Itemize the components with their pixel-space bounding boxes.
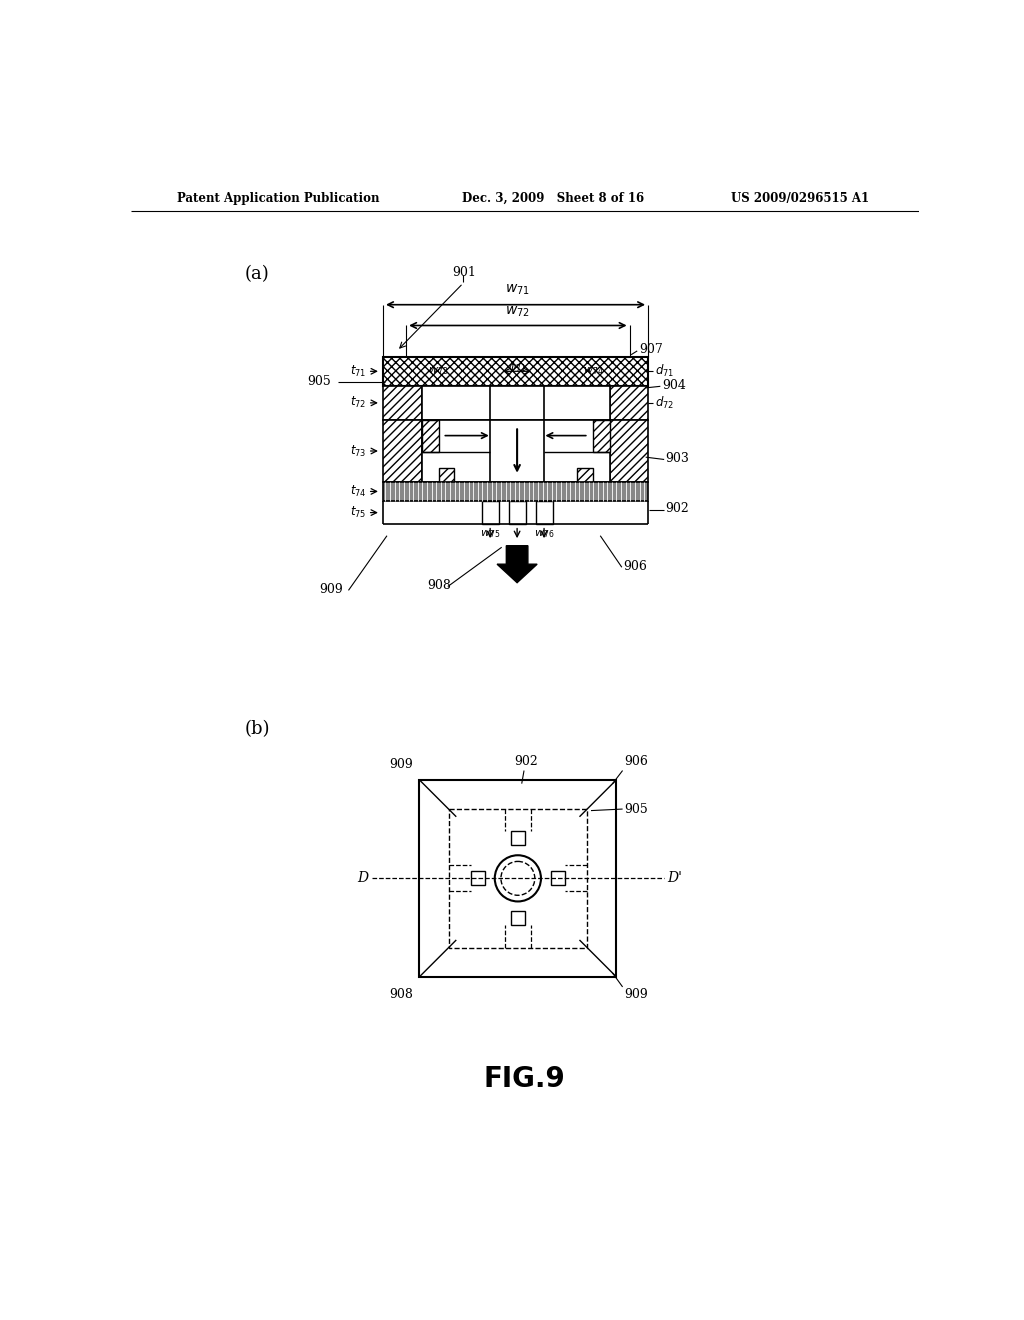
Text: $w_{71}$: $w_{71}$ (505, 282, 529, 297)
Bar (419, 780, 616, 977)
Text: 909: 909 (319, 583, 343, 597)
Text: 905: 905 (307, 375, 332, 388)
Text: $w_{73}$: $w_{73}$ (428, 366, 449, 378)
Text: 909: 909 (389, 758, 413, 771)
Bar (471, 871, 484, 886)
Text: 905: 905 (625, 803, 648, 816)
Text: Dec. 3, 2009   Sheet 8 of 16: Dec. 3, 2009 Sheet 8 of 16 (462, 191, 644, 205)
Text: $t_{75}$: $t_{75}$ (350, 506, 367, 520)
Text: 902: 902 (514, 755, 538, 768)
Text: 906: 906 (625, 755, 648, 768)
Text: 907: 907 (639, 343, 663, 356)
Text: $d_{72}$: $d_{72}$ (655, 395, 674, 411)
Bar (551, 871, 565, 886)
Text: $w_{74}$: $w_{74}$ (583, 366, 603, 378)
Bar (449, 809, 587, 948)
Text: $w_{76}$: $w_{76}$ (534, 528, 554, 540)
Text: (b): (b) (245, 721, 270, 738)
FancyArrow shape (497, 545, 538, 582)
Circle shape (495, 855, 541, 902)
Text: US 2009/0296515 A1: US 2009/0296515 A1 (731, 191, 869, 205)
Bar (609, 385, 648, 420)
Bar (422, 420, 609, 482)
Bar (383, 358, 648, 385)
Bar (383, 420, 422, 482)
Text: Patent Application Publication: Patent Application Publication (177, 191, 379, 205)
Bar (511, 832, 524, 845)
Text: $d_{71}$: $d_{71}$ (655, 363, 674, 379)
Bar (383, 385, 422, 420)
Text: 904: 904 (662, 379, 686, 392)
Text: $w_{75}$: $w_{75}$ (480, 528, 501, 540)
Text: 902: 902 (666, 502, 689, 515)
Text: 903: 903 (666, 453, 689, 465)
Text: 906: 906 (624, 560, 647, 573)
Text: FIG.9: FIG.9 (484, 1064, 565, 1093)
Bar (422, 420, 438, 453)
Text: D': D' (668, 871, 682, 886)
Text: $w_{72}$: $w_{72}$ (505, 304, 529, 318)
Text: $t_{71}$: $t_{71}$ (350, 364, 367, 379)
Bar (481, 502, 499, 524)
Bar (383, 482, 648, 502)
Bar (536, 502, 553, 524)
Text: 908: 908 (389, 989, 413, 1002)
Text: $\phi_{71}$: $\phi_{71}$ (508, 360, 526, 374)
Bar (509, 502, 525, 524)
Bar (511, 911, 524, 925)
Text: D: D (357, 871, 369, 886)
Text: 901: 901 (453, 265, 476, 279)
Bar (438, 469, 454, 482)
Text: (a): (a) (245, 264, 269, 282)
Text: 908: 908 (427, 579, 451, 593)
Bar (422, 385, 609, 420)
Bar (578, 469, 593, 482)
Bar (609, 420, 648, 482)
Text: $t_{73}$: $t_{73}$ (350, 444, 367, 458)
Bar (593, 420, 609, 453)
Text: $t_{72}$: $t_{72}$ (350, 395, 367, 411)
Text: 909: 909 (625, 989, 648, 1002)
Text: $t_{74}$: $t_{74}$ (349, 484, 367, 499)
